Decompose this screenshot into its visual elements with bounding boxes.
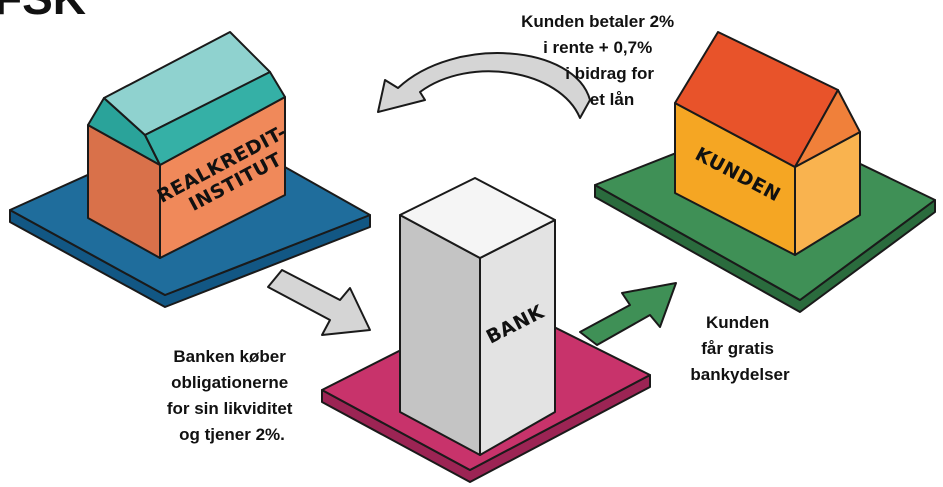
caption-line: et lån (590, 90, 634, 109)
caption: Kunden får gratis bankydelser (690, 313, 790, 384)
caption-line: Kunden (706, 313, 769, 332)
caption: Banken køber obligationerne for sin likv… (167, 347, 297, 444)
bank-tower: BANK (400, 178, 555, 455)
caption-line: og tjener 2%. (179, 425, 285, 444)
caption-line: Banken køber (173, 347, 286, 366)
caption-line: for sin likviditet (167, 399, 293, 418)
caption-line: Kunden betaler 2% (521, 12, 674, 31)
arrow-right (580, 283, 676, 345)
caption-line: obligationerne (171, 373, 288, 392)
caption-line: bankydelser (690, 365, 790, 384)
arrow-left (268, 270, 370, 335)
caption-line: får gratis (701, 339, 774, 358)
arrow-top (378, 53, 590, 118)
diagram: FSK REALKREDIT- INSTITUT BANK (0, 0, 943, 487)
page-title: FSK (0, 0, 86, 24)
caption-line: i rente + 0,7% (543, 38, 652, 57)
caption-line: i bidrag for (565, 64, 654, 83)
